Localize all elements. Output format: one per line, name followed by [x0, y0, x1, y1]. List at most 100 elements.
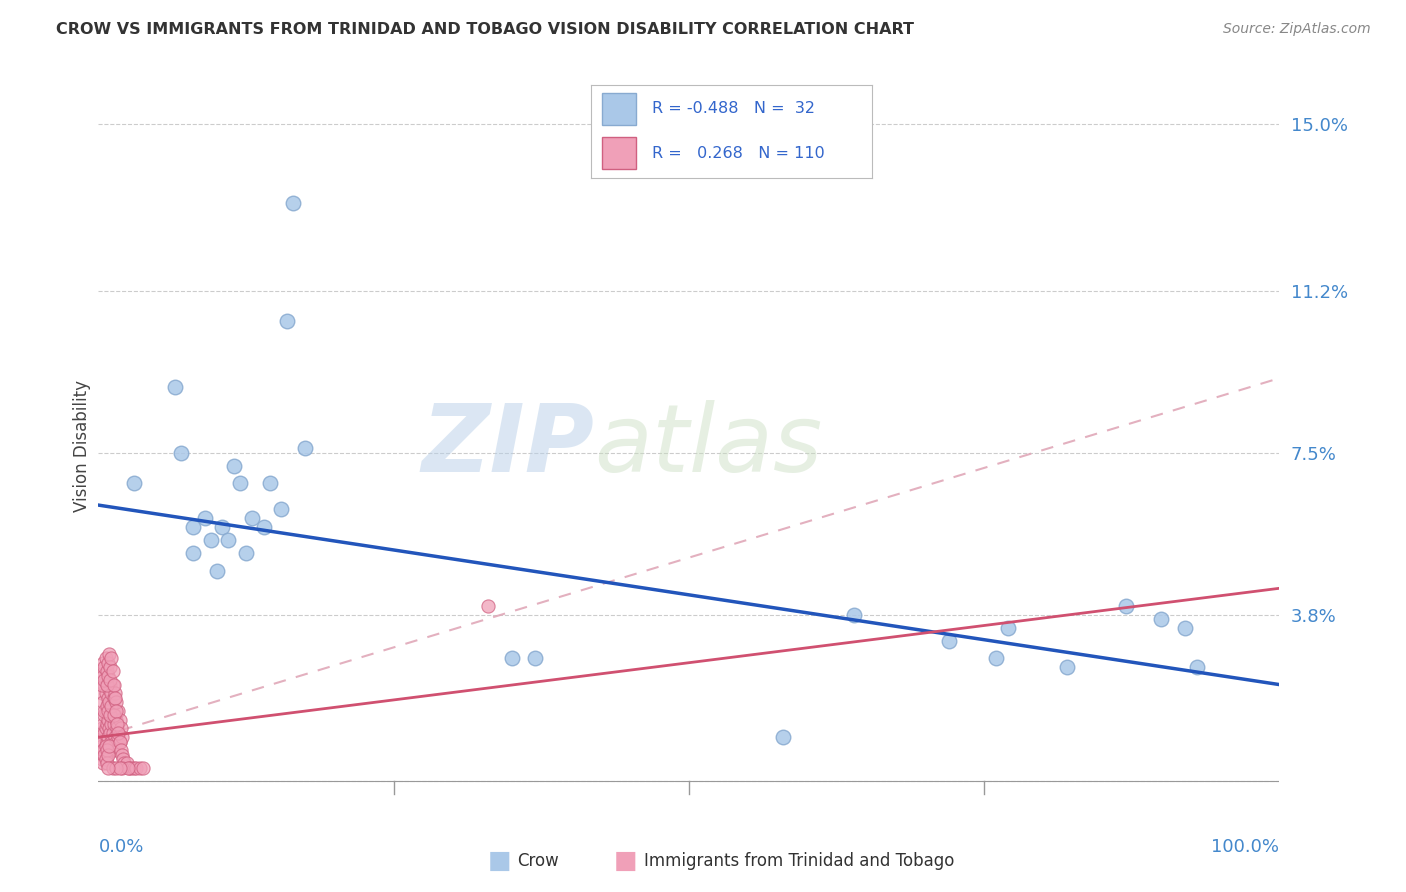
Point [112, 756, 135, 771]
Point [105, 722, 128, 736]
Point [276, 314, 298, 328]
Point [103, 690, 125, 705]
Text: R = -0.488   N =  32: R = -0.488 N = 32 [652, 101, 815, 116]
Point [105, 695, 128, 709]
Point [93, 677, 115, 691]
Bar [602, 93, 636, 125]
Point [121, 761, 143, 775]
Point [107, 704, 129, 718]
Text: ■: ■ [488, 849, 510, 872]
Point [91, 743, 114, 757]
Point [94, 704, 117, 718]
Point [98, 647, 121, 661]
Point [110, 743, 132, 757]
Point [97, 730, 120, 744]
Point [118, 761, 141, 775]
Point [100, 699, 122, 714]
Point [122, 476, 145, 491]
Point [132, 761, 155, 775]
Point [98, 708, 121, 723]
Point [240, 511, 263, 525]
Point [91, 695, 114, 709]
Point [111, 730, 134, 744]
Point [91, 756, 114, 771]
Point [91, 739, 114, 753]
Point [97, 704, 120, 718]
Point [104, 686, 127, 700]
Point [104, 730, 127, 744]
Point [477, 599, 499, 613]
Point [270, 502, 292, 516]
Point [1185, 660, 1208, 674]
Point [90, 665, 112, 679]
Point [997, 621, 1019, 635]
Point [100, 651, 122, 665]
Point [91, 717, 114, 731]
Point [844, 607, 866, 622]
Point [98, 660, 121, 674]
Point [94, 651, 117, 665]
Point [97, 690, 120, 705]
Point [96, 747, 118, 762]
Point [112, 752, 135, 766]
Point [259, 476, 281, 491]
Point [122, 761, 145, 775]
Text: ZIP: ZIP [422, 400, 595, 492]
Text: Immigrants from Trinidad and Tobago: Immigrants from Trinidad and Tobago [644, 852, 955, 870]
Point [984, 651, 1007, 665]
Text: Crow: Crow [517, 852, 560, 870]
Point [105, 743, 128, 757]
Point [105, 704, 128, 718]
Point [98, 739, 121, 753]
Point [1174, 621, 1197, 635]
Point [772, 730, 794, 744]
Point [94, 752, 117, 766]
Point [91, 734, 114, 748]
Point [105, 717, 128, 731]
Point [181, 546, 204, 560]
Point [98, 722, 121, 736]
Point [93, 708, 115, 723]
Point [170, 445, 193, 459]
Point [98, 725, 121, 739]
Point [91, 686, 114, 700]
Point [98, 743, 121, 757]
Point [200, 533, 222, 548]
Point [224, 458, 246, 473]
Point [96, 677, 118, 691]
Point [101, 677, 124, 691]
Point [111, 761, 134, 775]
Text: 0.0%: 0.0% [98, 838, 143, 855]
Point [98, 739, 121, 753]
Point [97, 747, 120, 762]
Point [96, 743, 118, 757]
Point [96, 756, 118, 771]
Point [253, 520, 276, 534]
Point [501, 651, 523, 665]
Point [108, 734, 131, 748]
Point [96, 717, 118, 731]
Point [93, 704, 115, 718]
Point [93, 725, 115, 739]
Point [93, 673, 115, 688]
Point [91, 722, 114, 736]
Point [128, 761, 150, 775]
Point [93, 660, 115, 674]
Point [524, 651, 547, 665]
Point [108, 761, 131, 775]
Point [98, 708, 121, 723]
Point [108, 713, 131, 727]
Point [1115, 599, 1137, 613]
Point [1056, 660, 1078, 674]
Point [103, 677, 125, 691]
Point [97, 669, 120, 683]
Point [101, 743, 124, 757]
Point [97, 695, 120, 709]
Point [235, 546, 257, 560]
Bar [602, 137, 636, 169]
Point [181, 520, 204, 534]
Point [103, 708, 125, 723]
Y-axis label: Vision Disability: Vision Disability [73, 380, 91, 512]
Point [105, 761, 128, 775]
Point [101, 761, 124, 775]
